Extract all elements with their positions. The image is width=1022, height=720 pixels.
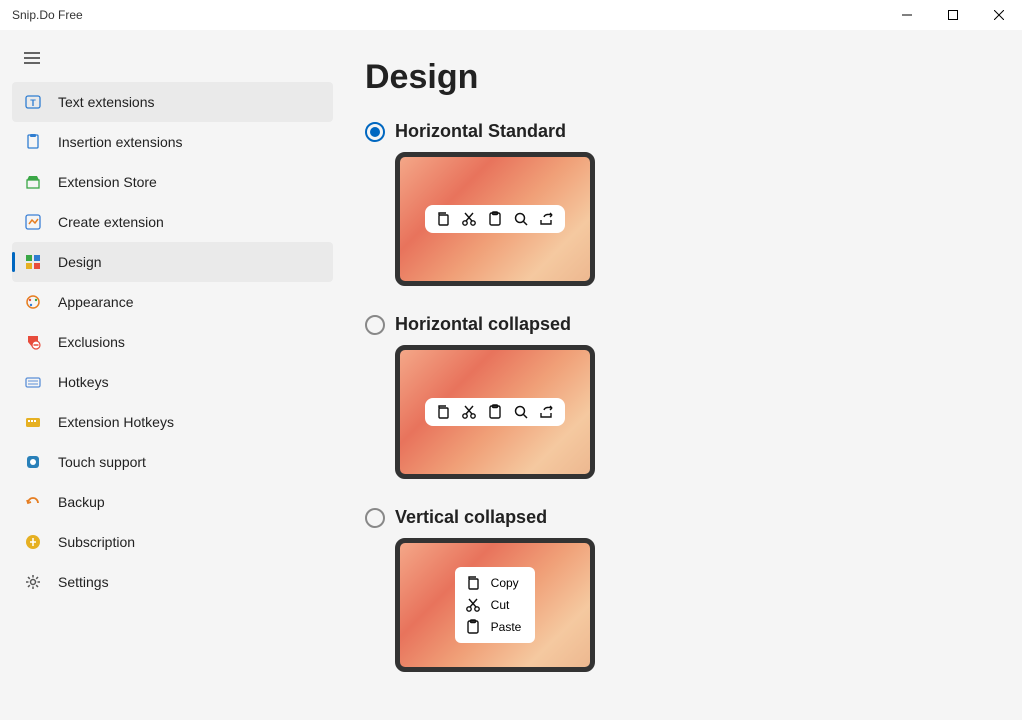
radio-button[interactable] <box>365 508 385 528</box>
sidebar-item-exclusions[interactable]: Exclusions <box>12 322 333 362</box>
sidebar-item-label: Design <box>58 254 102 270</box>
copy-icon <box>465 575 481 591</box>
sidebar-item-hotkeys[interactable]: Hotkeys <box>12 362 333 402</box>
menu-row-paste: Paste <box>465 619 522 635</box>
sidebar-item-label: Text extensions <box>58 94 155 110</box>
menu-label: Cut <box>491 598 510 612</box>
toolbar-preview-horizontal <box>425 398 565 426</box>
window-controls <box>884 0 1022 30</box>
subscription-icon <box>24 533 42 551</box>
sidebar-item-label: Insertion extensions <box>58 134 183 150</box>
cut-icon <box>461 211 477 227</box>
cut-icon <box>465 597 481 613</box>
design-option-2: Vertical collapsed Copy Cut Paste <box>365 507 1002 672</box>
settings-icon <box>24 573 42 591</box>
sidebar-item-extension-store[interactable]: Extension Store <box>12 162 333 202</box>
option-label: Horizontal collapsed <box>395 314 571 335</box>
design-option-0: Horizontal Standard <box>365 121 1002 286</box>
close-button[interactable] <box>976 0 1022 30</box>
hamburger-button[interactable] <box>12 40 52 76</box>
title-bar: Snip.Do Free <box>0 0 1022 30</box>
sidebar-item-label: Subscription <box>58 534 135 550</box>
menu-label: Copy <box>491 576 519 590</box>
sidebar: T Text extensions Insertion extensions Exte… <box>0 30 345 720</box>
preview-thumbnail <box>395 152 595 286</box>
option-label: Horizontal Standard <box>395 121 566 142</box>
toolbar-preview-vertical: Copy Cut Paste <box>455 567 536 643</box>
design-option-1: Horizontal collapsed <box>365 314 1002 479</box>
svg-text:T: T <box>30 98 36 108</box>
create-icon <box>24 213 42 231</box>
sidebar-item-extension-hotkeys[interactable]: Extension Hotkeys <box>12 402 333 442</box>
share-icon <box>539 404 555 420</box>
copy-icon <box>435 404 451 420</box>
radio-button[interactable] <box>365 315 385 335</box>
radio-button[interactable] <box>365 122 385 142</box>
sidebar-item-label: Backup <box>58 494 105 510</box>
exclusions-icon <box>24 333 42 351</box>
copy-icon <box>435 211 451 227</box>
ext-hotkeys-icon <box>24 413 42 431</box>
menu-row-copy: Copy <box>465 575 522 591</box>
sidebar-item-label: Extension Hotkeys <box>58 414 174 430</box>
window-title: Snip.Do Free <box>12 8 83 22</box>
option-label: Vertical collapsed <box>395 507 547 528</box>
menu-row-cut: Cut <box>465 597 522 613</box>
sidebar-item-label: Extension Store <box>58 174 157 190</box>
sidebar-item-label: Exclusions <box>58 334 125 350</box>
sidebar-item-label: Settings <box>58 574 109 590</box>
sidebar-item-label: Hotkeys <box>58 374 109 390</box>
minimize-button[interactable] <box>884 0 930 30</box>
paste-icon <box>487 404 503 420</box>
sidebar-item-appearance[interactable]: Appearance <box>12 282 333 322</box>
text-ext-icon: T <box>24 93 42 111</box>
toolbar-preview-horizontal <box>425 205 565 233</box>
menu-label: Paste <box>491 620 522 634</box>
sidebar-item-settings[interactable]: Settings <box>12 562 333 602</box>
sidebar-item-label: Touch support <box>58 454 146 470</box>
paste-icon <box>465 619 481 635</box>
maximize-button[interactable] <box>930 0 976 30</box>
design-icon <box>24 253 42 271</box>
sidebar-item-touch-support[interactable]: Touch support <box>12 442 333 482</box>
paste-icon <box>487 211 503 227</box>
store-icon <box>24 173 42 191</box>
page-title: Design <box>365 58 1002 97</box>
insertion-ext-icon <box>24 133 42 151</box>
option-header[interactable]: Horizontal Standard <box>365 121 1002 142</box>
sidebar-item-insertion-extensions[interactable]: Insertion extensions <box>12 122 333 162</box>
sidebar-item-create-extension[interactable]: Create extension <box>12 202 333 242</box>
cut-icon <box>461 404 477 420</box>
preview-thumbnail <box>395 345 595 479</box>
share-icon <box>539 211 555 227</box>
preview-thumbnail: Copy Cut Paste <box>395 538 595 672</box>
main-content: Design Horizontal Standard Horizontal col… <box>345 30 1022 720</box>
hotkeys-icon <box>24 373 42 391</box>
search-icon <box>513 211 529 227</box>
appearance-icon <box>24 293 42 311</box>
sidebar-item-label: Appearance <box>58 294 134 310</box>
sidebar-item-label: Create extension <box>58 214 164 230</box>
sidebar-item-subscription[interactable]: Subscription <box>12 522 333 562</box>
sidebar-item-text-extensions[interactable]: T Text extensions <box>12 82 333 122</box>
option-header[interactable]: Horizontal collapsed <box>365 314 1002 335</box>
backup-icon <box>24 493 42 511</box>
option-header[interactable]: Vertical collapsed <box>365 507 1002 528</box>
touch-icon <box>24 453 42 471</box>
sidebar-item-design[interactable]: Design <box>12 242 333 282</box>
search-icon <box>513 404 529 420</box>
sidebar-item-backup[interactable]: Backup <box>12 482 333 522</box>
